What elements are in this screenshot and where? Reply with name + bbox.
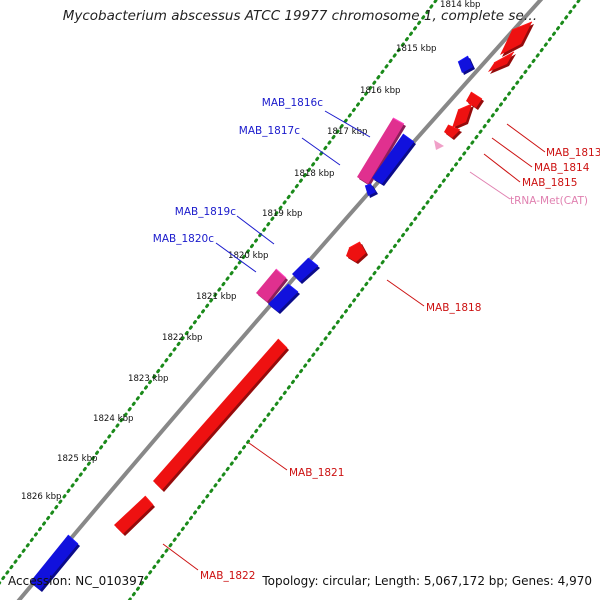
gene-mab-1814[interactable] xyxy=(452,104,472,128)
mab-1816c-label[interactable]: MAB_1816c xyxy=(262,97,323,109)
tick-label: 1825 kbp xyxy=(57,454,98,464)
gene-mab-1813[interactable] xyxy=(488,52,514,72)
mab-1816c-callout-line xyxy=(324,110,371,138)
gene-mab-1817c-tip[interactable] xyxy=(365,184,376,196)
mab-1814-callout-line xyxy=(491,137,533,168)
gene-mab-1818-edge xyxy=(348,241,361,249)
mab-1815-callout-line xyxy=(483,153,521,183)
mab-1819c-label[interactable]: MAB_1819c xyxy=(175,206,236,218)
gene-mab-1813-edge xyxy=(493,51,515,64)
tick-label: 1815 kbp xyxy=(396,44,437,54)
gene-mab-1821-edge xyxy=(277,338,288,349)
gene-mab-1815[interactable] xyxy=(444,125,460,138)
gene-mab-1822[interactable] xyxy=(114,496,153,534)
mab-1819c-callout-line xyxy=(236,215,275,245)
gene-mab-1813-part-a[interactable] xyxy=(500,22,532,55)
mab-1820c-label[interactable]: MAB_1820c xyxy=(153,233,214,245)
gene-mab-1819c-edge xyxy=(275,268,287,279)
gene-mab-1820c-a-edge xyxy=(307,257,319,267)
mab-1817c-label[interactable]: MAB_1817c xyxy=(239,125,300,137)
mab-1820c-callout-line xyxy=(215,242,257,273)
tick-label: 1822 kbp xyxy=(162,333,203,343)
mab-1821-label[interactable]: MAB_1821 xyxy=(289,467,344,479)
map-title: Mycobacterium abscessus ATCC 19977 chrom… xyxy=(62,8,538,24)
tick-label: 1820 kbp xyxy=(228,251,269,261)
gene-reverse-top-edge xyxy=(457,55,469,63)
gene-mab-1816c[interactable] xyxy=(357,118,404,184)
gene-mab-1822-edge xyxy=(144,495,154,506)
tick-label: 1818 kbp xyxy=(294,169,335,179)
mab-1814-label[interactable]: MAB_1814 xyxy=(534,162,590,174)
mab-1822-callout-line xyxy=(162,543,199,571)
accession-label: Accession: NC_010397 xyxy=(8,574,145,588)
tick-label: 1823 kbp xyxy=(128,374,169,384)
tick-label: 1826 kbp xyxy=(21,492,62,502)
gene-mab-1817c-tip-edge xyxy=(364,183,372,187)
gene-mab-1814-edge xyxy=(457,103,473,111)
gene-mab-1817c-edge xyxy=(402,133,415,143)
gene-mab-1814-a[interactable] xyxy=(466,92,482,108)
tick-label: 1816 kbp xyxy=(360,86,401,96)
tick-label: 1819 kbp xyxy=(262,209,303,219)
gene-mab-1819c[interactable] xyxy=(256,269,286,302)
tick-label: 1814 kbp xyxy=(440,0,481,10)
mab-1813-callout-line xyxy=(506,123,546,153)
inner-tick-track xyxy=(127,0,582,600)
gene-mab-1815-edge xyxy=(447,124,461,131)
gene-mab-1814-a-edge xyxy=(470,91,483,100)
gene-mab-1816c-edge xyxy=(392,117,405,125)
mab-1817c-callout-line xyxy=(301,137,341,166)
tick-label: 1817 kbp xyxy=(327,127,368,137)
mab-1818-label[interactable]: MAB_1818 xyxy=(426,302,481,314)
mab-1813-label[interactable]: MAB_1813 xyxy=(546,147,600,159)
gene-reverse-bottom-edge xyxy=(67,534,79,545)
gene-mab-1813-part-a-edge xyxy=(511,21,533,31)
gene-mab-1820c-edge xyxy=(287,283,299,293)
tick-label: 1821 kbp xyxy=(196,292,237,302)
outer-tick-track xyxy=(0,0,439,585)
trna-met-feature[interactable] xyxy=(434,140,444,150)
mab-1818-callout-line xyxy=(386,279,425,307)
mab-1821-callout-line xyxy=(248,442,288,471)
summary-label: Topology: circular; Length: 5,067,172 bp… xyxy=(262,574,592,588)
mab-1822-label[interactable]: MAB_1822 xyxy=(200,570,255,582)
gene-mab-1821[interactable] xyxy=(153,339,287,490)
trna-met-cat-callout-line xyxy=(469,171,511,200)
trna-met-cat-label[interactable]: tRNA-Met(CAT) xyxy=(510,195,588,207)
gene-mab-1817c[interactable] xyxy=(372,134,414,184)
gene-reverse-bottom[interactable] xyxy=(30,535,78,590)
tick-label: 1824 kbp xyxy=(93,414,134,424)
gene-mab-1820c-a[interactable] xyxy=(292,258,318,282)
mab-1815-label[interactable]: MAB_1815 xyxy=(522,177,577,189)
gene-mab-1820c[interactable] xyxy=(268,284,298,312)
